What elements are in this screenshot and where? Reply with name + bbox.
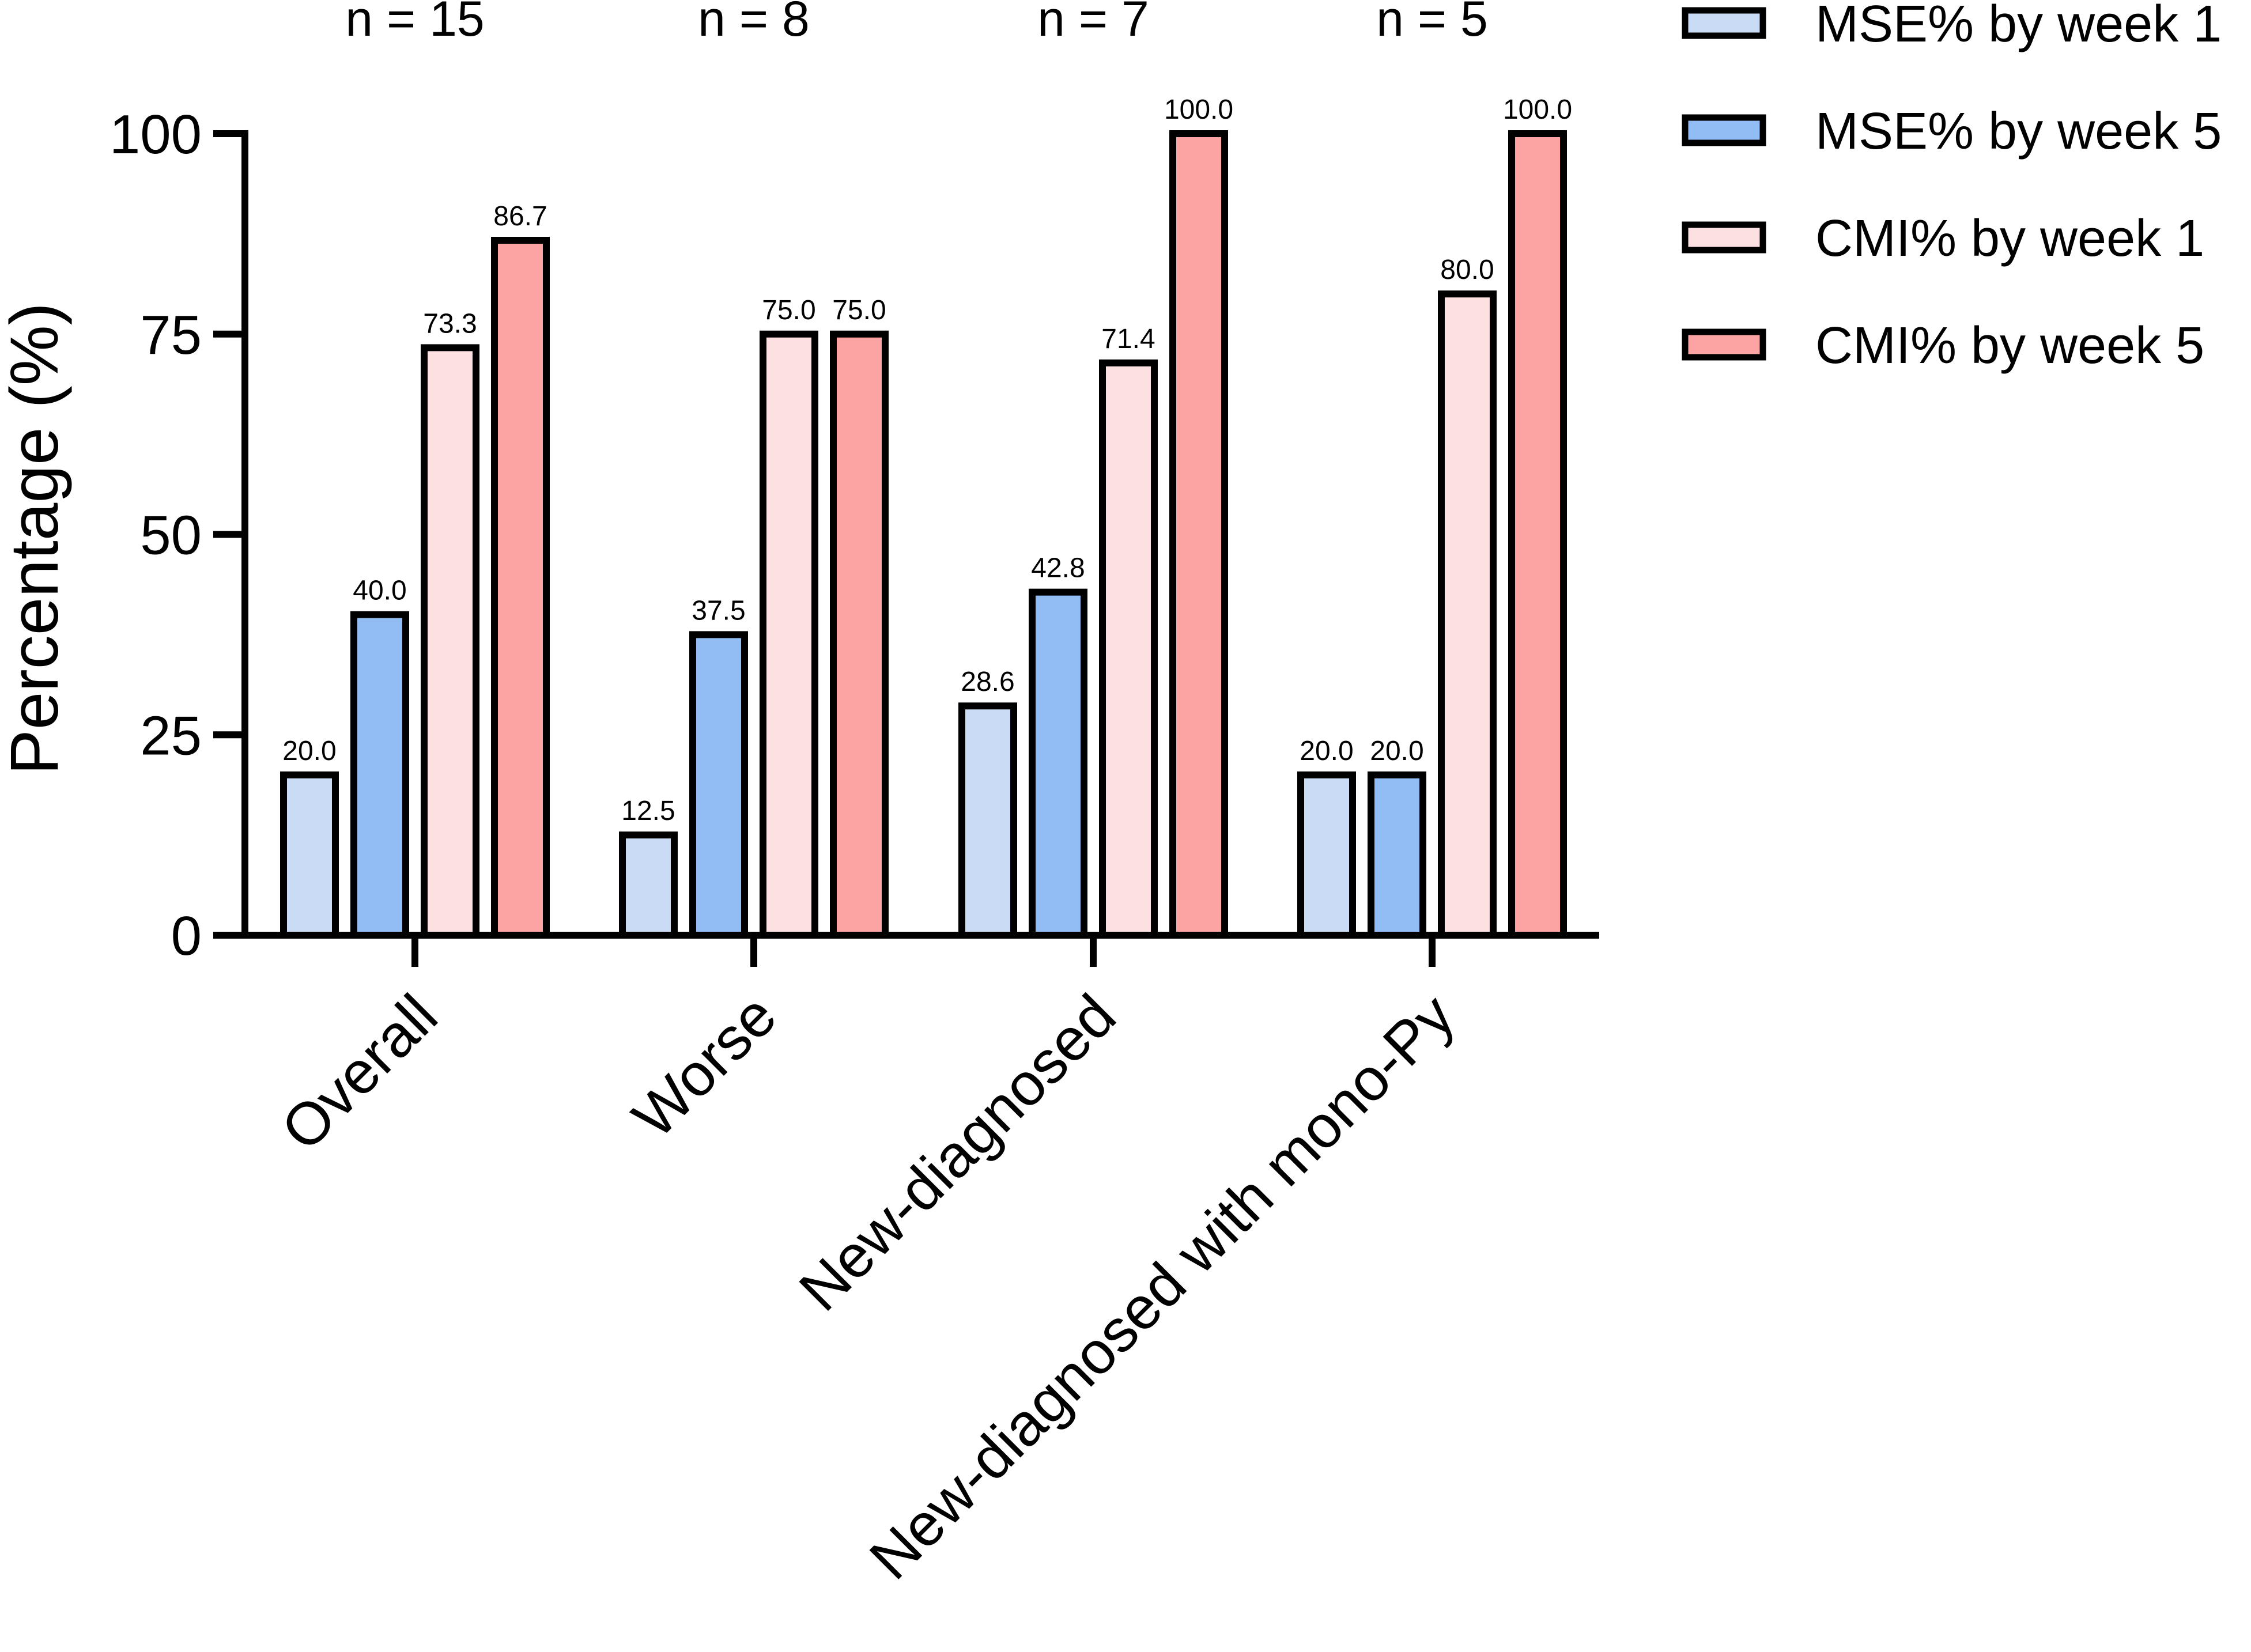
y-axis: 0 25 50 75 100 (109, 104, 248, 967)
bar-value-label: 20.0 (1300, 736, 1353, 766)
bar-value-label: 71.4 (1101, 324, 1155, 354)
bar-value-label: 75.0 (762, 295, 815, 326)
group-count-label: n = 15 (345, 0, 485, 47)
bar-value-label: 28.6 (961, 667, 1014, 697)
legend-label: CMI% by week 1 (1815, 210, 2204, 267)
y-axis-title: Percentage (%) (0, 303, 73, 775)
bar-value-labels: 20.0 12.5 28.6 20.0 40.0 37.5 42.8 20.0 73.3 75.0… (282, 94, 1572, 826)
group-count-label: n = 8 (698, 0, 810, 47)
x-tick-label: Overall (269, 982, 450, 1163)
x-tick-label: New-diagnosed with mono-Py (857, 982, 1467, 1592)
bar-value-label: 100.0 (1164, 94, 1233, 125)
bar-value-label: 40.0 (353, 576, 406, 606)
bar-value-label: 37.5 (692, 595, 745, 626)
bar-worse-series-3 (760, 330, 818, 939)
y-tick-label: 100 (109, 104, 202, 165)
x-tick-label: New-diagnosed (787, 982, 1128, 1324)
bar-new-diagnosed-series-2 (1029, 588, 1087, 939)
legend-swatch (1682, 114, 1766, 146)
legend-swatch (1682, 7, 1766, 39)
bar-value-label: 86.7 (493, 201, 547, 232)
legend-swatch (1682, 221, 1766, 254)
group-count-label: n = 7 (1037, 0, 1149, 47)
x-tick-label: Worse (620, 982, 789, 1151)
bar-value-label: 20.0 (1370, 736, 1423, 766)
bar-value-label: 12.5 (621, 796, 675, 826)
legend-label: MSE% by week 5 (1815, 103, 2222, 160)
bar-overall-series-1 (280, 771, 339, 939)
bar-value-label: 20.0 (282, 736, 336, 766)
bar-value-label: 100.0 (1503, 94, 1572, 125)
bar-overall-series-2 (350, 611, 409, 939)
bar-new-diagnosed-with-mono-py-series-1 (1297, 771, 1356, 939)
bar-new-diagnosed-with-mono-py-series-2 (1368, 771, 1426, 939)
bar-worse-series-2 (689, 631, 748, 939)
bar-new-diagnosed-with-mono-py-series-4 (1508, 130, 1567, 939)
bar-overall-series-3 (421, 344, 479, 939)
bar-value-label: 80.0 (1440, 255, 1494, 285)
bar-value-label: 42.8 (1031, 553, 1085, 584)
y-tick-label: 75 (140, 304, 202, 366)
bar-worse-series-4 (830, 330, 889, 939)
y-tick-label: 50 (140, 505, 202, 566)
bars-layer (280, 130, 1567, 939)
bar-new-diagnosed-series-1 (958, 702, 1017, 939)
legend: MSE% by week 1 MSE% by week 5 CMI% by week… (1682, 0, 2222, 375)
y-tick-label: 25 (140, 705, 202, 766)
bar-value-label: 73.3 (423, 308, 477, 339)
legend-label: MSE% by week 1 (1815, 0, 2222, 53)
bar-overall-series-4 (491, 237, 550, 939)
bar-new-diagnosed-series-4 (1169, 130, 1228, 939)
bar-worse-series-1 (619, 831, 678, 939)
legend-swatch (1682, 328, 1766, 361)
group-count-labels: n = 15 n = 8 n = 7 n = 5 (345, 0, 1488, 47)
legend-label: CMI% by week 5 (1815, 317, 2204, 375)
bar-new-diagnosed-series-3 (1099, 359, 1158, 939)
y-tick-label: 0 (171, 905, 202, 967)
bar-new-diagnosed-with-mono-py-series-3 (1438, 290, 1497, 939)
group-count-label: n = 5 (1376, 0, 1488, 47)
bar-value-label: 75.0 (832, 295, 886, 326)
